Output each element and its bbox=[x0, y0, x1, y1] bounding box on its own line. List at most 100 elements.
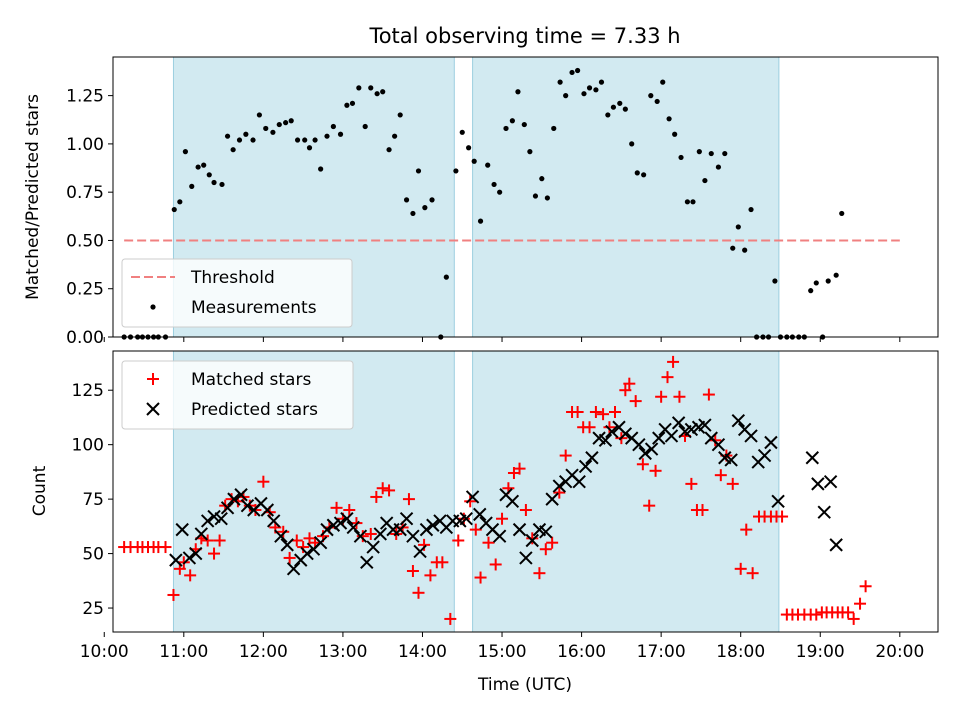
predicted-star-point bbox=[266, 514, 281, 528]
predicted-star-point bbox=[638, 446, 652, 461]
predicted-star-point bbox=[214, 512, 228, 526]
matched-star-point bbox=[277, 525, 290, 538]
measurement-point bbox=[702, 177, 708, 184]
measurement-point bbox=[491, 181, 497, 188]
measurement-point bbox=[392, 133, 398, 139]
bottom-y-tick-label: 75 bbox=[82, 490, 104, 510]
matched-star-point bbox=[629, 395, 642, 408]
predicted-star-point bbox=[664, 429, 679, 443]
top-legend-box bbox=[121, 258, 353, 328]
bottom-y-tick-label: 25 bbox=[82, 599, 104, 619]
predicted-star-point bbox=[353, 529, 368, 543]
measurement-point bbox=[563, 93, 569, 99]
matched-star-point bbox=[842, 606, 855, 619]
predicted-star-point bbox=[744, 429, 758, 443]
measurement-point bbox=[833, 272, 839, 278]
matched-star-point bbox=[539, 543, 552, 556]
matched-star-point bbox=[489, 558, 502, 571]
matched-star-point bbox=[402, 493, 415, 506]
measurement-point bbox=[544, 195, 550, 201]
matched-star-point bbox=[685, 477, 698, 490]
top-y-tick-label: 0.00 bbox=[66, 328, 104, 348]
matched-star-point bbox=[589, 405, 602, 418]
measurement-point bbox=[557, 79, 563, 85]
top-axes-frame bbox=[112, 56, 939, 338]
predicted-star-point bbox=[280, 538, 294, 552]
matched-star-point bbox=[469, 523, 482, 536]
measurement-point bbox=[306, 145, 313, 151]
measurement-point bbox=[825, 278, 831, 284]
predicted-star-point bbox=[829, 538, 843, 552]
bottom-y-axis-label: Count bbox=[30, 465, 50, 516]
matched-star-point bbox=[424, 569, 437, 582]
matched-star-point bbox=[513, 462, 526, 475]
matched-legend-swatch bbox=[147, 373, 159, 385]
measurement-point bbox=[605, 112, 611, 118]
top-y-tick-label: 0.75 bbox=[66, 183, 104, 203]
bottom-x-tick-label: 20:00 bbox=[875, 642, 924, 662]
predicted-star-point bbox=[194, 527, 209, 541]
measurement-point bbox=[224, 133, 231, 139]
measurement-point bbox=[610, 104, 617, 110]
bottom-x-tick-label: 15:00 bbox=[478, 642, 527, 662]
bottom-x-tick-label: 12:00 bbox=[239, 642, 288, 662]
predicted-star-point bbox=[419, 522, 434, 537]
predicted-star-point bbox=[234, 488, 248, 502]
measurement-point bbox=[730, 245, 736, 251]
matched-star-point bbox=[714, 469, 727, 482]
measurement-point bbox=[219, 181, 225, 188]
matched-star-point bbox=[636, 458, 649, 471]
measurement-point bbox=[634, 170, 640, 176]
matched-legend-label: Matched stars bbox=[191, 370, 311, 390]
measurement-point bbox=[288, 118, 294, 124]
predicted-star-point bbox=[512, 522, 527, 537]
x-axis-label: Time (UTC) bbox=[477, 675, 572, 695]
measurement-point bbox=[742, 247, 748, 253]
measurement-point bbox=[171, 206, 177, 213]
predicted-star-point bbox=[346, 520, 360, 535]
predicted-star-point bbox=[240, 498, 255, 513]
predicted-star-point bbox=[175, 522, 189, 537]
top-panel: 0.00 0.25 0.50 0.75 1.00 1.25 Total observing… bbox=[23, 24, 939, 348]
measurement-point bbox=[189, 183, 195, 189]
measurement-point bbox=[459, 129, 465, 135]
matched-star-point bbox=[726, 477, 739, 490]
predicted-star-point bbox=[220, 501, 235, 515]
predicted-star-point bbox=[189, 546, 203, 561]
measurement-point bbox=[256, 112, 262, 118]
measurement-point bbox=[813, 280, 819, 286]
measurement-point bbox=[380, 89, 386, 95]
measurement-point bbox=[598, 79, 605, 85]
measurement-point bbox=[330, 123, 336, 130]
predicted-star-point bbox=[572, 474, 586, 489]
predicted-star-point bbox=[313, 535, 328, 550]
matched-stars-points bbox=[118, 355, 872, 625]
matched-star-point bbox=[810, 608, 823, 621]
matched-star-point bbox=[364, 527, 377, 540]
matched-star-point bbox=[649, 464, 662, 477]
bottom-y-ticks: 25 50 75 100 125 bbox=[72, 381, 113, 619]
matched-star-point bbox=[283, 551, 296, 564]
matched-star-point bbox=[436, 556, 449, 569]
predicted-star-point bbox=[757, 448, 772, 463]
matched-star-point bbox=[553, 486, 566, 499]
measurement-point bbox=[715, 164, 722, 170]
predicted-star-point bbox=[817, 505, 831, 519]
top-legend: Threshold Measurements bbox=[121, 258, 353, 328]
matched-star-point bbox=[406, 565, 419, 578]
bottom-legend: Matched stars Predicted stars bbox=[121, 360, 354, 430]
measurement-point bbox=[708, 150, 714, 157]
observing-window-2 bbox=[472, 350, 780, 633]
matched-star-point bbox=[159, 541, 172, 554]
predicted-star-point bbox=[811, 477, 825, 491]
matched-star-point bbox=[661, 371, 674, 384]
bottom-x-tick-label: 13:00 bbox=[318, 642, 367, 662]
top-y-tick-label: 1.00 bbox=[66, 135, 104, 155]
predicted-star-point bbox=[274, 529, 288, 543]
matched-star-point bbox=[603, 421, 616, 434]
measurement-point bbox=[684, 199, 690, 205]
matched-star-point bbox=[464, 495, 477, 508]
measurement-point bbox=[182, 149, 188, 155]
matched-star-point bbox=[383, 484, 396, 497]
measurement-point bbox=[593, 87, 599, 93]
